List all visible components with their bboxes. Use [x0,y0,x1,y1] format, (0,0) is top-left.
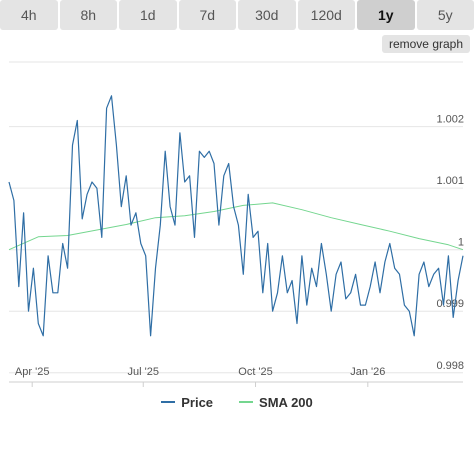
timeframe-tabs: 4h 8h 1d 7d 30d 120d 1y 5y [0,0,474,30]
tab-120d[interactable]: 120d [297,0,355,30]
series-line-price [8,95,464,337]
x-tick-label: Apr '25 [15,366,50,378]
tab-1d[interactable]: 1d [119,0,177,30]
legend-swatch-price [161,401,176,403]
y-tick-label: 1.002 [436,114,464,126]
legend-item-sma-200[interactable]: SMA 200 [239,393,313,411]
y-tick-label: 0.999 [436,298,464,310]
tab-1y[interactable]: 1y [357,0,415,30]
tab-30d[interactable]: 30d [238,0,296,30]
price-chart: 0.998 0.999 1 1.001 1.002 Apr '25 Jul '25 Oct '… [8,61,464,387]
remove-graph-button[interactable]: remove graph [382,35,470,53]
y-tick-label: 0.998 [436,360,464,372]
tab-4h[interactable]: 4h [0,0,58,30]
legend-label-price: Price [181,394,214,410]
chart-legend: Price SMA 200 [0,393,474,411]
tab-7d[interactable]: 7d [178,0,236,30]
x-tick-label: Jul '25 [128,366,159,378]
y-tick-label: 1.001 [436,175,464,187]
y-tick-label: 1 [458,237,464,249]
x-tick-label: Jan '26 [350,366,385,378]
series-line-sma-200 [8,202,464,251]
legend-item-price[interactable]: Price [161,393,213,411]
x-tick-label: Oct '25 [238,366,273,378]
tab-5y[interactable]: 5y [416,0,474,30]
tab-8h[interactable]: 8h [59,0,117,30]
legend-label-sma-200: SMA 200 [259,394,313,410]
legend-swatch-sma-200 [239,401,254,403]
